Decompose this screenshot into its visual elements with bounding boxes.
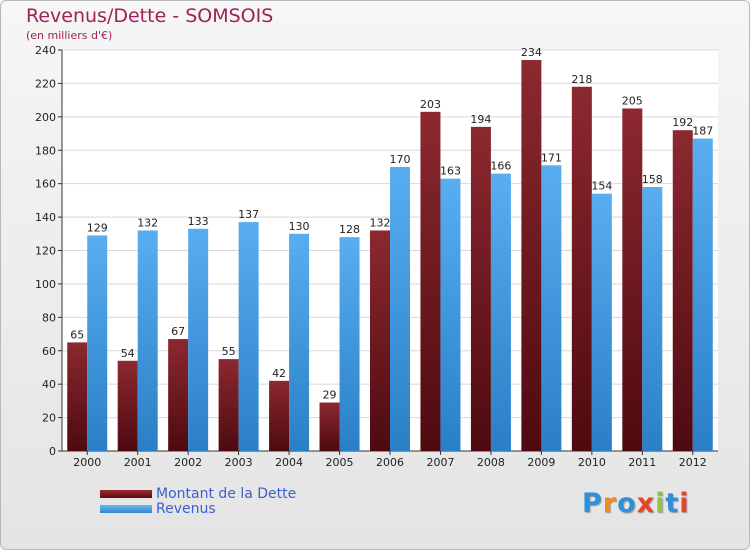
data-label-revenue: 133 [188,215,209,228]
data-label-revenue: 137 [238,208,259,221]
bar-debt [218,359,239,451]
data-label-debt: 42 [272,367,286,380]
bar-debt [67,342,88,451]
bar-revenue [238,222,259,451]
data-label-debt: 234 [521,46,542,59]
y-tick-label: 220 [35,77,56,90]
y-tick-label: 0 [49,445,56,458]
logo-letter: i [655,488,666,519]
data-label-revenue: 130 [289,220,310,233]
x-tick-label: 2004 [275,456,303,469]
data-label-debt: 205 [622,94,643,107]
y-tick-label: 120 [35,245,56,258]
legend-swatch-revenue [100,505,152,513]
x-tick-label: 2005 [326,456,354,469]
data-label-debt: 29 [323,389,337,402]
data-label-revenue: 129 [87,221,108,234]
bar-revenue [591,193,612,452]
bar-debt [420,111,441,451]
data-label-revenue: 187 [692,125,713,138]
data-label-debt: 203 [420,98,441,111]
bar-debt [269,380,290,451]
bar-debt [168,339,189,451]
bar-revenue [289,233,310,451]
x-tick-label: 2012 [679,456,707,469]
data-label-debt: 192 [672,116,693,129]
legend-swatch-debt [100,490,152,498]
data-label-revenue: 171 [541,151,562,164]
y-tick-label: 60 [42,345,56,358]
y-tick-label: 140 [35,211,56,224]
x-tick-label: 2009 [527,456,555,469]
x-tick-label: 2008 [477,456,505,469]
x-tick-label: 2011 [628,456,656,469]
bar-revenue [87,235,108,451]
bar-revenue [642,187,663,451]
data-label-debt: 132 [370,216,391,229]
logo-letter: i [679,488,690,519]
legend-item-debt: Montant de la Dette [100,486,296,502]
logo-letter: t [665,488,680,519]
bar-debt [470,126,491,451]
y-tick-label: 160 [35,178,56,191]
logo-letter: x [636,488,656,519]
data-label-revenue: 128 [339,223,360,236]
logo-letter: P [582,488,603,519]
data-label-debt: 55 [222,345,236,358]
y-tick-label: 40 [42,378,56,391]
y-tick-label: 180 [35,144,56,157]
x-tick-label: 2000 [73,456,101,469]
logo-letter: o [617,488,637,519]
x-tick-label: 2007 [426,456,454,469]
chart-subtitle: (en milliers d'€) [26,29,113,42]
data-label-debt: 65 [70,328,84,341]
bar-debt [622,108,643,452]
x-tick-label: 2001 [124,456,152,469]
bar-revenue [440,178,461,451]
data-label-debt: 194 [470,113,491,126]
legend-label-debt: Montant de la Dette [156,486,297,502]
y-tick-label: 200 [35,111,56,124]
legend-item-revenue: Revenus [100,501,216,517]
bar-revenue [541,165,562,451]
data-label-revenue: 170 [390,153,411,166]
y-tick-label: 20 [42,412,56,425]
logo-letter: r [602,488,618,519]
bar-debt [319,402,340,451]
bar-revenue [137,230,158,451]
data-label-revenue: 166 [490,160,511,173]
bar-debt [521,60,542,452]
proxiti-logo: Proxiti [582,488,690,519]
data-label-debt: 67 [171,325,185,338]
bar-revenue [339,237,360,451]
chart-title: Revenus/Dette - SOMSOIS [26,5,274,27]
bar-debt [117,360,138,451]
x-tick-label: 2003 [225,456,253,469]
bar-revenue [390,166,410,452]
data-label-revenue: 158 [642,173,663,186]
x-tick-label: 2010 [578,456,606,469]
bar-revenue [188,228,209,451]
y-tick-label: 240 [35,44,56,57]
data-label-revenue: 154 [591,180,612,193]
data-label-debt: 218 [571,73,592,86]
x-tick-label: 2002 [174,456,202,469]
bar-debt [672,130,693,451]
y-tick-label: 100 [35,278,56,291]
legend-label-revenue: Revenus [156,501,216,517]
x-tick-label: 2006 [376,456,404,469]
bar-debt [370,230,390,451]
bar-debt [571,86,592,451]
y-tick-label: 80 [42,311,56,324]
data-label-revenue: 163 [440,165,461,178]
data-label-debt: 54 [121,347,135,360]
bar-revenue [490,173,511,451]
data-label-revenue: 132 [137,216,158,229]
bar-revenue [692,138,713,451]
